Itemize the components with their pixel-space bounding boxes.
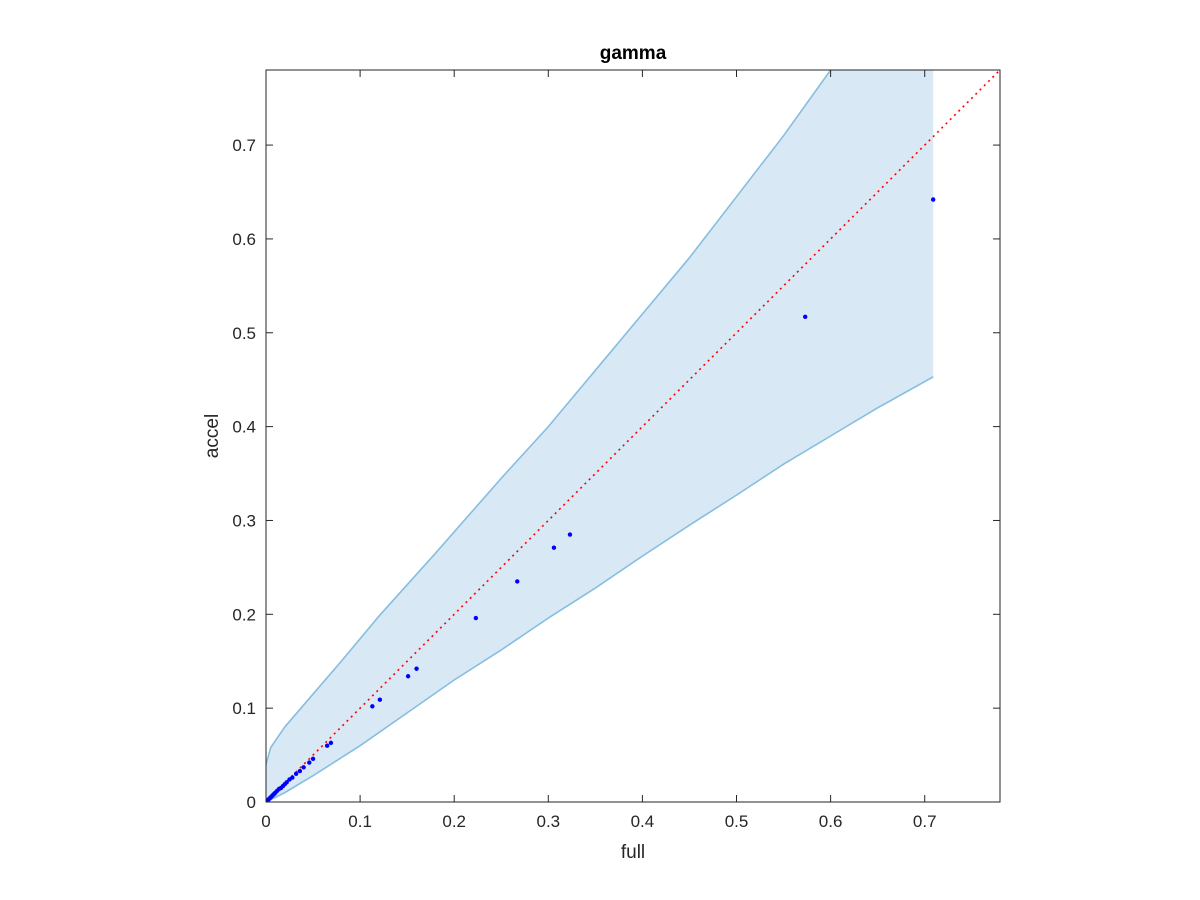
x-tick-label: 0.7	[913, 812, 937, 831]
x-axis-label: full	[621, 842, 645, 863]
band-upper-edge	[266, 70, 832, 765]
y-tick-label: 0.7	[232, 136, 256, 155]
data-point	[293, 771, 299, 777]
data-point	[405, 674, 411, 679]
x-tick-label: 0.3	[536, 812, 560, 831]
band-lower-edge	[266, 376, 934, 802]
chart-title: gamma	[600, 43, 667, 64]
x-tick-label: 0.1	[348, 812, 372, 831]
data-point	[930, 197, 936, 202]
data-point	[328, 740, 334, 746]
band-fill	[266, 70, 934, 802]
data-point	[515, 579, 520, 584]
x-tick-label: 0.2	[442, 812, 466, 831]
y-axis-label: accel	[202, 414, 223, 458]
y-tick-label: 0.4	[232, 418, 256, 437]
axes-box	[265, 69, 1001, 803]
data-point	[551, 545, 557, 550]
data-points	[266, 197, 936, 802]
data-point	[803, 314, 808, 320]
data-point	[310, 756, 316, 762]
data-point	[301, 765, 306, 770]
x-tick-label: 0.5	[725, 812, 749, 831]
y-tick-label: 0.5	[232, 324, 256, 343]
x-tick-label: 0.4	[631, 812, 655, 831]
y-tick-label: 0.3	[232, 511, 256, 530]
data-point	[414, 666, 419, 671]
y-tick-label: 0	[247, 793, 256, 812]
y-tick-label: 0.2	[232, 605, 256, 624]
data-point	[377, 697, 383, 702]
confidence-band	[266, 70, 934, 802]
y-tick-label: 0.1	[232, 699, 256, 718]
y-tick-label: 0.6	[232, 230, 256, 249]
data-point	[370, 704, 375, 709]
x-tick-label: 0.6	[819, 812, 843, 831]
data-point	[473, 615, 479, 621]
data-point	[284, 780, 289, 785]
axis-ticks: 0 0.1 0.2 0.3 0.4 0.5 0.6 0.7 0 0.1 0.2 0.3 0.4 0.5 0.…	[232, 70, 1000, 831]
x-tick-label: 0	[261, 812, 270, 831]
data-point	[567, 532, 573, 537]
data-point	[290, 775, 295, 780]
data-point	[297, 768, 303, 774]
data-point	[324, 743, 330, 748]
data-point	[307, 760, 312, 765]
